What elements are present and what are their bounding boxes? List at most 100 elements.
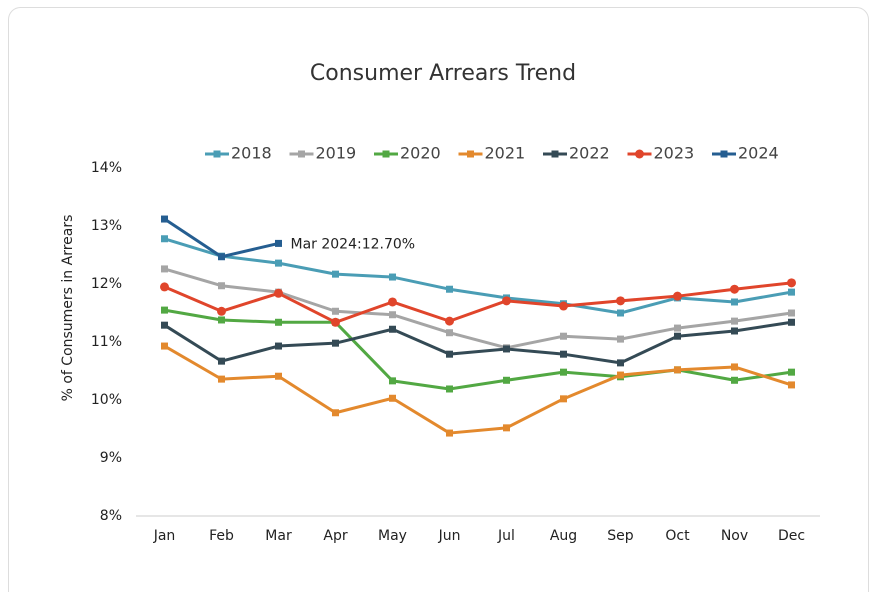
marker <box>788 318 795 326</box>
marker <box>731 298 738 306</box>
marker <box>730 284 739 294</box>
legend-marker <box>213 150 221 158</box>
legend-marker <box>298 150 305 158</box>
marker <box>560 395 567 403</box>
y-tick-label: 14% <box>91 160 122 176</box>
y-tick-label: 8% <box>100 508 122 524</box>
marker <box>503 424 510 432</box>
marker <box>161 235 168 243</box>
marker <box>275 239 282 247</box>
marker <box>731 376 738 384</box>
x-tick-label: Apr <box>323 528 347 544</box>
marker <box>160 282 169 292</box>
marker <box>559 301 568 311</box>
marker <box>275 259 282 267</box>
x-tick-label: May <box>378 528 407 544</box>
marker <box>674 332 681 340</box>
marker <box>503 376 510 384</box>
x-tick-label: Feb <box>209 528 234 544</box>
marker <box>389 273 396 281</box>
legend-label: 2018 <box>231 144 272 163</box>
marker <box>275 372 282 380</box>
marker <box>217 306 226 316</box>
chart-title: Consumer Arrears Trend <box>310 61 576 86</box>
marker <box>445 316 454 326</box>
y-tick-label: 12% <box>91 276 122 292</box>
series-line <box>163 344 792 435</box>
legend-marker <box>382 150 390 158</box>
marker <box>788 368 795 376</box>
marker <box>161 342 168 350</box>
marker <box>161 306 168 314</box>
legend-marker <box>720 150 728 158</box>
series-line <box>164 308 792 391</box>
marker <box>446 329 453 337</box>
series-line <box>164 267 792 350</box>
marker <box>673 291 682 301</box>
marker <box>616 296 625 306</box>
marker <box>161 265 168 273</box>
marker <box>389 377 396 385</box>
marker <box>389 325 396 333</box>
x-tick-label: Jun <box>438 528 461 544</box>
marker <box>617 371 624 379</box>
legend-label: 2020 <box>400 144 441 163</box>
y-tick-label: 11% <box>91 334 122 350</box>
marker <box>389 394 396 402</box>
marker <box>731 327 738 335</box>
marker <box>617 309 624 317</box>
marker <box>787 278 796 288</box>
series-line <box>163 320 792 365</box>
marker <box>218 357 225 365</box>
marker <box>275 318 282 326</box>
marker <box>218 282 225 290</box>
marker <box>446 385 453 393</box>
marker <box>674 366 681 374</box>
marker <box>275 342 282 350</box>
legend-label: 2021 <box>485 144 526 163</box>
x-tick-label: Jul <box>497 528 515 544</box>
legend-marker <box>635 149 644 159</box>
x-tick-label: Jan <box>153 528 176 544</box>
marker <box>560 332 567 340</box>
series-line <box>163 281 792 324</box>
x-tick-label: Sep <box>607 528 634 544</box>
y-tick-label: 9% <box>100 450 122 466</box>
y-tick-label: 10% <box>91 392 122 408</box>
x-tick-label: Mar <box>265 528 292 544</box>
legend-label: 2019 <box>316 144 357 163</box>
marker <box>788 381 795 389</box>
x-tick-label: Nov <box>721 528 748 544</box>
marker <box>502 296 511 306</box>
marker <box>331 317 340 327</box>
x-tick-label: Dec <box>778 528 805 544</box>
marker <box>161 321 168 329</box>
annotation: Mar 2024:12.70% <box>291 236 416 252</box>
marker <box>446 429 453 437</box>
legend-marker <box>551 150 559 158</box>
marker <box>388 297 397 307</box>
marker <box>560 350 567 358</box>
marker <box>560 368 567 376</box>
marker <box>731 317 738 325</box>
legend-marker <box>467 150 474 158</box>
marker <box>446 350 453 358</box>
y-tick-label: 13% <box>91 218 122 234</box>
marker <box>617 359 624 367</box>
legend-label: 2023 <box>654 144 695 163</box>
y-axis-label: % of Consumers in Arrears <box>60 215 76 402</box>
legend-label: 2024 <box>738 144 779 163</box>
marker <box>332 270 339 278</box>
marker <box>788 309 795 317</box>
marker <box>332 339 339 347</box>
marker <box>674 324 681 332</box>
marker <box>617 335 624 343</box>
marker <box>503 345 510 353</box>
marker <box>446 285 453 293</box>
x-tick-label: Oct <box>665 528 690 544</box>
marker <box>731 363 738 371</box>
marker <box>389 311 396 319</box>
marker <box>218 375 225 383</box>
